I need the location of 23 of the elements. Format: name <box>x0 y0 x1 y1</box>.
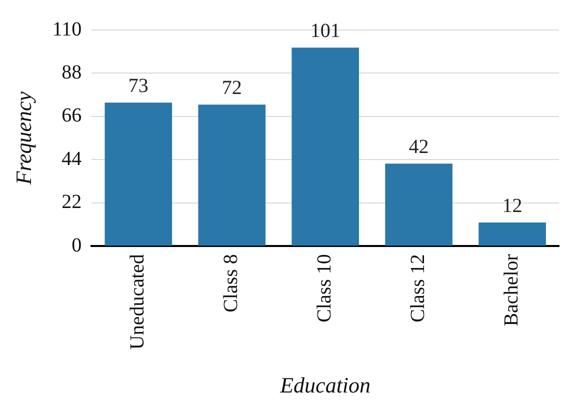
y-axis-title: Frequency <box>10 91 36 186</box>
y-tick-label: 22 <box>62 191 82 214</box>
x-tick-label: Class 8 <box>220 254 242 312</box>
data-label: 101 <box>310 20 340 42</box>
data-label: 42 <box>408 136 429 158</box>
data-label: 73 <box>128 74 148 97</box>
y-tick-label: 88 <box>62 61 82 84</box>
y-tick-label: 44 <box>62 148 82 170</box>
bar <box>104 102 172 246</box>
y-tick-label: 66 <box>62 104 82 127</box>
data-label: 72 <box>222 76 242 99</box>
bar <box>198 104 266 246</box>
y-tick-label: 110 <box>52 18 82 40</box>
bar <box>385 164 452 246</box>
x-tick-label: Class 12 <box>407 254 430 322</box>
x-tick-label: Uneducated <box>126 254 149 350</box>
y-tick-label: 0 <box>72 234 82 256</box>
x-tick-label: Class 10 <box>314 254 336 322</box>
data-label: 12 <box>502 194 522 217</box>
x-axis-title: Education <box>279 372 371 398</box>
x-tick-label: Bachelor <box>500 254 523 326</box>
bar <box>292 48 359 246</box>
bar <box>478 222 546 246</box>
